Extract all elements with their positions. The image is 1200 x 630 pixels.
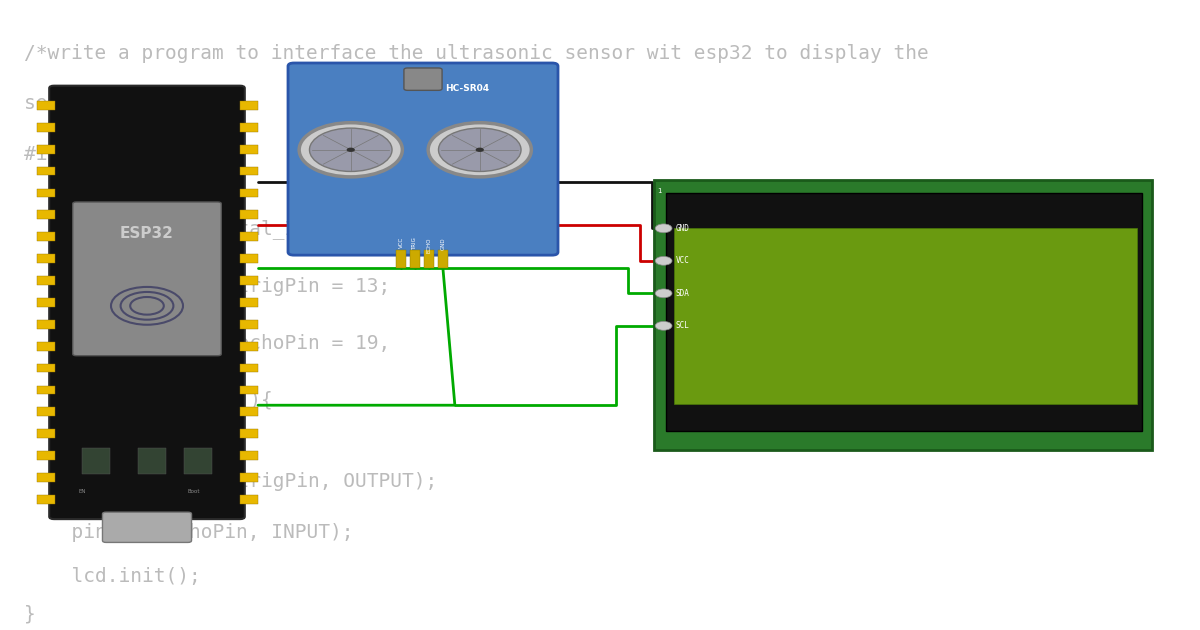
Text: SDA: SDA — [676, 289, 690, 298]
Bar — [240, 298, 258, 307]
Bar — [240, 408, 258, 416]
Text: LiquidCrystal_I2C lcd(0x27, 16,2);: LiquidCrystal_I2C lcd(0x27, 16,2); — [120, 219, 520, 239]
Text: VCC: VCC — [676, 256, 690, 265]
Text: TRIG: TRIG — [413, 237, 418, 250]
Bar — [240, 342, 258, 351]
Text: GND: GND — [440, 237, 445, 249]
Bar — [138, 448, 166, 474]
Circle shape — [475, 147, 484, 152]
FancyBboxPatch shape — [49, 86, 245, 519]
Text: SCL: SCL — [676, 321, 690, 330]
Bar — [37, 210, 55, 219]
Bar — [654, 180, 1152, 450]
Text: serial monitor.*/: serial monitor.*/ — [24, 94, 223, 113]
Bar — [185, 448, 212, 474]
Circle shape — [428, 123, 532, 177]
Text: pinMode(trigPin, OUTPUT);: pinMode(trigPin, OUTPUT); — [120, 472, 437, 491]
Bar — [240, 276, 258, 285]
Bar — [666, 193, 1142, 432]
Bar — [674, 228, 1138, 404]
Text: ECHO: ECHO — [426, 237, 432, 253]
Bar — [37, 495, 55, 504]
Circle shape — [347, 147, 355, 152]
Circle shape — [299, 123, 402, 177]
Circle shape — [438, 128, 521, 171]
Bar — [240, 232, 258, 241]
Bar — [240, 473, 258, 482]
Bar — [37, 408, 55, 416]
Bar — [37, 386, 55, 394]
Bar — [37, 342, 55, 351]
Bar — [37, 123, 55, 132]
Circle shape — [310, 128, 392, 171]
Bar — [82, 448, 110, 474]
Bar — [37, 101, 55, 110]
Bar — [240, 188, 258, 197]
Circle shape — [655, 321, 672, 330]
Bar — [240, 254, 258, 263]
Bar — [37, 166, 55, 175]
Bar — [240, 145, 258, 154]
Bar — [37, 298, 55, 307]
Bar — [37, 254, 55, 263]
Bar — [438, 250, 448, 268]
Bar — [240, 101, 258, 110]
Bar — [240, 166, 258, 175]
Bar — [240, 210, 258, 219]
FancyBboxPatch shape — [404, 68, 442, 90]
Bar — [240, 364, 258, 372]
Bar — [37, 276, 55, 285]
Text: /*write a program to interface the ultrasonic sensor wit esp32 to display the: /*write a program to interface the ultra… — [24, 44, 929, 63]
FancyBboxPatch shape — [102, 512, 192, 542]
Bar — [240, 430, 258, 438]
Text: void setup(){: void setup(){ — [120, 391, 272, 410]
Text: GND: GND — [676, 224, 690, 233]
Circle shape — [655, 256, 672, 265]
Text: lcd.init();: lcd.init(); — [48, 567, 200, 586]
Bar — [37, 188, 55, 197]
Text: 1: 1 — [658, 188, 662, 193]
Text: pinMode(echoPin, INPUT);: pinMode(echoPin, INPUT); — [48, 523, 354, 542]
Bar — [37, 473, 55, 482]
Text: }: } — [24, 605, 36, 624]
Text: VCC: VCC — [398, 237, 403, 248]
Bar — [240, 386, 258, 394]
Bar — [37, 430, 55, 438]
Bar — [410, 250, 420, 268]
Text: #include <LiquidCr: #include <LiquidCr — [24, 145, 235, 164]
Circle shape — [655, 289, 672, 298]
Text: EN: EN — [78, 489, 85, 494]
Bar — [37, 451, 55, 460]
Text: Boot: Boot — [187, 489, 199, 494]
Bar — [37, 320, 55, 329]
Circle shape — [655, 224, 672, 232]
Text: const int trigPin = 13;: const int trigPin = 13; — [120, 277, 390, 296]
Bar — [240, 123, 258, 132]
FancyBboxPatch shape — [288, 63, 558, 255]
Bar — [396, 250, 406, 268]
Bar — [240, 320, 258, 329]
FancyBboxPatch shape — [73, 202, 221, 356]
Bar — [37, 145, 55, 154]
Bar — [37, 232, 55, 241]
Text: HC-SR04: HC-SR04 — [445, 84, 488, 93]
Bar — [240, 495, 258, 504]
Bar — [37, 364, 55, 372]
Bar — [240, 451, 258, 460]
Bar — [424, 250, 433, 268]
Text: const int echoPin = 19,: const int echoPin = 19, — [120, 334, 390, 353]
Text: ESP32: ESP32 — [120, 226, 174, 241]
